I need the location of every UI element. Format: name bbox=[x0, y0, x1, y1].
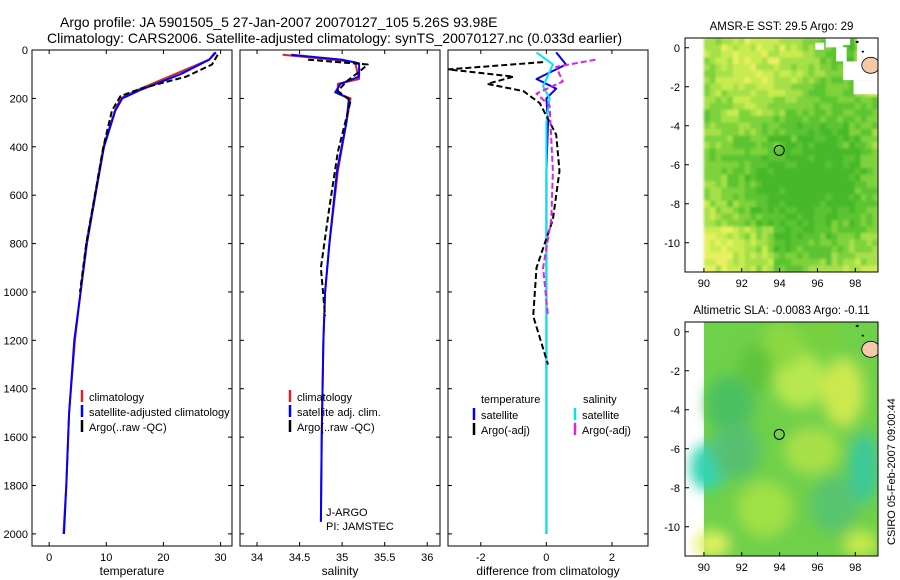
y-tick-label: 1800 bbox=[4, 481, 28, 493]
x-tick-label: 30 bbox=[214, 552, 226, 564]
legend-title: temperature bbox=[481, 394, 540, 406]
legend-label: Argo(-adj) bbox=[481, 425, 530, 437]
salinity-panel: 34 34.5 35 35.5 36 salinity climatology satelli… bbox=[239, 49, 441, 578]
y-tick-label: -4 bbox=[670, 121, 680, 133]
x-tick-label: 0 bbox=[46, 552, 52, 564]
sst-map-panel: 90 92 94 96 98 0 -2 -4 -6 -8 -10 AMSR-E SST: 29.5 A… bbox=[664, 21, 879, 290]
x-tick-label: 36 bbox=[421, 552, 433, 564]
y-tick-label: -4 bbox=[670, 405, 680, 417]
plot-frame bbox=[31, 49, 233, 547]
map-title: Altimetric SLA: -0.0083 Argo: -0.11 bbox=[693, 305, 869, 317]
y-tick-label: 1600 bbox=[4, 432, 28, 444]
y-tick-label: -8 bbox=[670, 483, 680, 495]
x-tick-label: 92 bbox=[736, 278, 748, 290]
x-tick-label: 90 bbox=[698, 278, 710, 290]
y-tick-label: -10 bbox=[664, 522, 680, 534]
x-tick-label: -2 bbox=[476, 552, 486, 564]
series-line bbox=[308, 58, 369, 317]
y-tick-label: 0 bbox=[674, 327, 680, 339]
x-tick-label: 94 bbox=[773, 278, 785, 290]
legend-label: climatology bbox=[89, 392, 145, 404]
x-tick-label: 2 bbox=[609, 552, 615, 564]
temperature-panel: 0 10 20 30 0 200 400 600 800 1000 1200 1400 1600 1800… bbox=[4, 45, 233, 578]
map-field bbox=[685, 38, 878, 272]
x-tick-label: 20 bbox=[157, 552, 169, 564]
legend-label: Argo(..raw -QC) bbox=[89, 422, 167, 434]
y-tick-label: 600 bbox=[10, 190, 28, 202]
x-axis-label: temperature bbox=[100, 564, 165, 578]
sla-map-panel: 90 92 94 96 98 0 -2 -4 -6 -8 -10 Altimetric SLA: -0… bbox=[664, 305, 879, 574]
y-tick-label: 1400 bbox=[4, 384, 28, 396]
y-tick-label: -6 bbox=[670, 160, 680, 172]
x-axis-label: difference from climatology bbox=[476, 564, 619, 578]
legend-label: satellite-adjusted climatology bbox=[89, 407, 230, 419]
operator-note: PI: JAMSTEC bbox=[326, 521, 394, 533]
x-tick-label: 0 bbox=[543, 552, 549, 564]
side-note: CSIRO 05-Feb-2007 09:00:44 bbox=[886, 398, 898, 545]
legend-label: Argo(..raw -QC) bbox=[297, 422, 375, 434]
map-frame bbox=[684, 37, 879, 273]
legend-label: satellite bbox=[481, 410, 518, 422]
x-tick-label: 34 bbox=[251, 552, 263, 564]
sla-blobs bbox=[689, 322, 878, 556]
x-tick-label: 98 bbox=[849, 278, 861, 290]
y-tick-label: -8 bbox=[670, 199, 680, 211]
x-tick-label: 94 bbox=[773, 562, 785, 574]
x-tick-label: 92 bbox=[736, 562, 748, 574]
y-tick-label: -6 bbox=[670, 444, 680, 456]
y-tick-label: 0 bbox=[674, 43, 680, 55]
y-tick-label: -10 bbox=[664, 238, 680, 250]
land bbox=[855, 40, 878, 74]
series-group bbox=[282, 53, 369, 522]
map-frame bbox=[684, 321, 879, 557]
series-line bbox=[291, 53, 361, 522]
x-tick-label: 34.5 bbox=[289, 552, 310, 564]
series-line bbox=[535, 58, 596, 317]
y-tick-label: 1200 bbox=[4, 335, 28, 347]
x-tick-label: 35.5 bbox=[374, 552, 395, 564]
float-position-marker bbox=[773, 144, 785, 156]
y-tick-label: 800 bbox=[10, 239, 28, 251]
x-tick-label: 10 bbox=[100, 552, 112, 564]
header-line-1: Argo profile: JA 5901505_5 27-Jan-2007 2… bbox=[60, 14, 497, 30]
legend-title: salinity bbox=[583, 394, 617, 406]
y-tick-label: 400 bbox=[10, 142, 28, 154]
x-tick-label: 90 bbox=[698, 562, 710, 574]
legend-label: climatology bbox=[297, 392, 353, 404]
y-tick-label: 2000 bbox=[4, 529, 28, 541]
y-tick-label: 0 bbox=[22, 45, 28, 57]
header-line-2: Climatology: CARS2006. Satellite-adjuste… bbox=[47, 30, 622, 46]
legend-label: satellite adj. clim. bbox=[297, 407, 381, 419]
y-tick-label: -2 bbox=[670, 82, 680, 94]
series-group bbox=[448, 51, 596, 534]
x-tick-label: 98 bbox=[849, 562, 861, 574]
y-tick-label: -2 bbox=[670, 366, 680, 378]
float-position-marker bbox=[773, 428, 785, 440]
missing-data bbox=[815, 38, 878, 95]
x-tick-label: 96 bbox=[811, 278, 823, 290]
legend-label: Argo(-adj) bbox=[582, 425, 631, 437]
series-line bbox=[63, 51, 217, 534]
plot-frame bbox=[239, 49, 441, 547]
map-title: AMSR-E SST: 29.5 Argo: 29 bbox=[710, 21, 854, 33]
map-field bbox=[685, 322, 878, 556]
land bbox=[855, 324, 878, 358]
operator-note: J-ARGO bbox=[326, 507, 368, 519]
x-tick-label: 96 bbox=[811, 562, 823, 574]
x-tick-label: 35 bbox=[336, 552, 348, 564]
series-line bbox=[79, 54, 219, 293]
y-tick-label: 200 bbox=[10, 93, 28, 105]
legend-label: satellite bbox=[582, 410, 619, 422]
x-axis-label: salinity bbox=[322, 564, 359, 578]
series-line bbox=[448, 61, 561, 365]
series-group bbox=[62, 51, 219, 534]
y-tick-label: 1000 bbox=[4, 287, 28, 299]
